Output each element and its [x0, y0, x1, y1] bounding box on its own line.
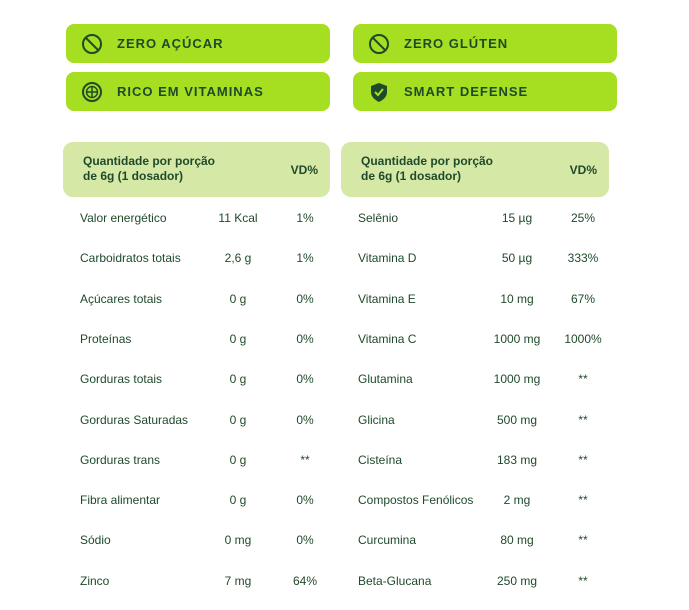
nutrient-name: Sódio [80, 533, 111, 548]
portion-line: Quantidade por porção [83, 154, 216, 168]
nutrient-name: Vitamina E [358, 291, 416, 306]
amount: 1000 mg [493, 331, 541, 346]
vd-header: VD% [290, 163, 318, 177]
daily-value: ** [578, 493, 588, 508]
nutrient-name: Gorduras totais [80, 372, 163, 387]
nutrient-name: Zinco [80, 573, 110, 588]
daily-value: 0% [296, 372, 314, 387]
amount: 0 g [229, 412, 247, 427]
nutrient-name: Curcumina [358, 533, 417, 548]
nutrient-name: Gorduras Saturadas [80, 412, 189, 427]
badge-label: RICO EM VITAMINAS [117, 84, 264, 99]
daily-value: 0% [296, 493, 314, 508]
daily-value: ** [578, 573, 588, 588]
daily-value: ** [578, 533, 588, 548]
daily-value: 0% [296, 331, 314, 346]
daily-value: 333% [567, 251, 599, 266]
amount: 500 mg [496, 412, 538, 427]
amount: 1000 mg [493, 372, 541, 387]
portion-line: Quantidade por porção [361, 154, 494, 168]
amount: 250 mg [496, 573, 538, 588]
daily-value: ** [578, 452, 588, 467]
nutrient-name: Fibra alimentar [80, 493, 161, 508]
amount: 0 g [229, 291, 247, 306]
amount: 2 mg [503, 493, 531, 508]
amount: 0 g [229, 372, 247, 387]
badge: ZERO GLÚTEN [353, 24, 617, 63]
nutrient-name: Vitamina C [358, 331, 417, 346]
nutrient-name: Carboidratos totais [80, 251, 181, 266]
daily-value: 1% [296, 251, 314, 266]
badge: SMART DEFENSE [353, 72, 617, 111]
daily-value: 64% [292, 573, 318, 588]
nutrient-name: Beta-Glucana [358, 573, 432, 588]
nutrient-name: Cisteína [358, 452, 403, 467]
nutrient-name: Proteínas [80, 331, 132, 346]
amount: 50 µg [501, 251, 533, 266]
daily-value: ** [578, 412, 588, 427]
daily-value: ** [578, 372, 588, 387]
badge-label: SMART DEFENSE [404, 84, 529, 99]
amount: 7 mg [224, 573, 252, 588]
daily-value: 67% [570, 291, 596, 306]
nutrient-name: Açúcares totais [80, 291, 163, 306]
amount: 11 Kcal [218, 211, 258, 225]
vd-header: VD% [569, 163, 597, 177]
amount: 10 mg [500, 291, 534, 306]
portion-line: de 6g (1 dosador) [83, 169, 184, 183]
badge-label: ZERO GLÚTEN [404, 36, 509, 51]
badge: ZERO AÇÚCAR [66, 24, 330, 63]
portion-line: de 6g (1 dosador) [361, 169, 462, 183]
amount: 2,6 g [224, 251, 252, 266]
badge: RICO EM VITAMINAS [66, 72, 330, 111]
amount: 0 g [229, 331, 247, 346]
daily-value: 0% [296, 533, 314, 548]
nutrient-name: Selênio [358, 211, 399, 225]
icon [82, 81, 102, 102]
daily-value: 25% [570, 211, 596, 225]
table-header: Quantidade por porção de 6g (1 dosador) VD… [63, 142, 330, 197]
amount: 183 mg [496, 452, 538, 467]
amount: 15 µg [501, 211, 533, 225]
amount: 0 mg [224, 533, 252, 548]
daily-value: 0% [296, 291, 314, 306]
amount: 0 g [229, 493, 247, 508]
portion-label: Quantidade por porção de 6g (1 dosador) [83, 154, 215, 184]
icon [371, 82, 387, 102]
portion-label: Quantidade por porção de 6g (1 dosador) [361, 154, 493, 184]
nutrient-name: Vitamina D [358, 251, 417, 266]
amount: 0 g [229, 452, 247, 467]
nutrient-name: Valor energético [80, 211, 167, 225]
nutrient-name: Gorduras trans [80, 452, 161, 467]
nutrient-name: Glicina [358, 412, 395, 427]
daily-value: 1% [296, 211, 314, 225]
daily-value: 0% [296, 412, 314, 427]
amount: 80 mg [500, 533, 534, 548]
nutrient-name: Glutamina [358, 372, 413, 387]
icon [369, 33, 389, 54]
table-header: Quantidade por porção de 6g (1 dosador) VD… [341, 142, 609, 197]
daily-value: ** [300, 452, 310, 467]
icon [82, 33, 102, 54]
nutrient-name: Compostos Fenólicos [358, 493, 474, 508]
daily-value: 1000% [564, 331, 602, 346]
badge-label: ZERO AÇÚCAR [117, 36, 224, 51]
